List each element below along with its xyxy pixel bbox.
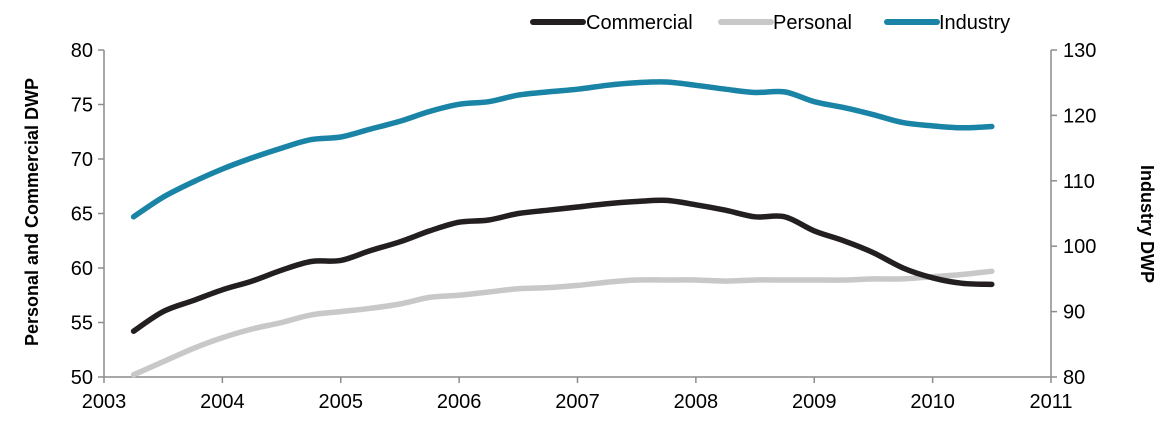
x-tick-label: 2006 — [437, 391, 482, 413]
left-y-tick-label: 75 — [71, 95, 93, 117]
x-tick-label: 2009 — [792, 391, 837, 413]
x-tick-label: 2004 — [200, 391, 245, 413]
legend-label-industry: Industry — [939, 12, 1010, 34]
series-lines — [130, 79, 995, 378]
right-y-tick-label: 100 — [1063, 236, 1096, 258]
x-tick-labels: 2003 2004 2005 2006 2007 2008 2009 2010 2011 — [82, 391, 1073, 413]
left-y-tick-label: 65 — [71, 204, 93, 226]
legend: Commercial Personal Industry — [530, 12, 1010, 34]
right-y-axis-title: Industry DWP — [1137, 165, 1155, 283]
right-y-tick-label: 80 — [1063, 367, 1085, 389]
right-y-tick-label: 120 — [1063, 105, 1096, 127]
x-tick-label: 2007 — [555, 391, 600, 413]
right-y-tick-label: 130 — [1063, 40, 1096, 62]
right-y-tick-label: 90 — [1063, 302, 1085, 324]
x-tick-label: 2008 — [674, 391, 719, 413]
legend-label-commercial: Commercial — [586, 12, 693, 34]
series-line-personal — [130, 268, 995, 378]
tick-marks — [98, 49, 1057, 383]
right-y-tick-label: 110 — [1063, 171, 1095, 193]
legend-label-personal: Personal — [773, 12, 852, 34]
x-tick-label: 2005 — [319, 391, 364, 413]
left-y-tick-labels: 50 55 60 65 70 75 80 — [71, 40, 93, 389]
left-y-tick-label: 55 — [71, 313, 93, 335]
x-tick-label: 2003 — [82, 391, 127, 413]
left-y-tick-label: 60 — [71, 258, 93, 280]
left-y-tick-label: 50 — [71, 367, 93, 389]
left-y-axis-title: Personal and Commercial DWP — [22, 78, 42, 346]
x-tick-label: 2011 — [1029, 391, 1072, 413]
series-line-commercial — [130, 197, 995, 334]
x-tick-label: 2010 — [910, 391, 955, 413]
left-y-tick-label: 70 — [71, 149, 93, 171]
right-y-tick-labels: 80 90 100 110 120 130 — [1063, 40, 1096, 389]
series-line-industry — [130, 79, 995, 220]
left-y-tick-label: 80 — [71, 40, 93, 62]
